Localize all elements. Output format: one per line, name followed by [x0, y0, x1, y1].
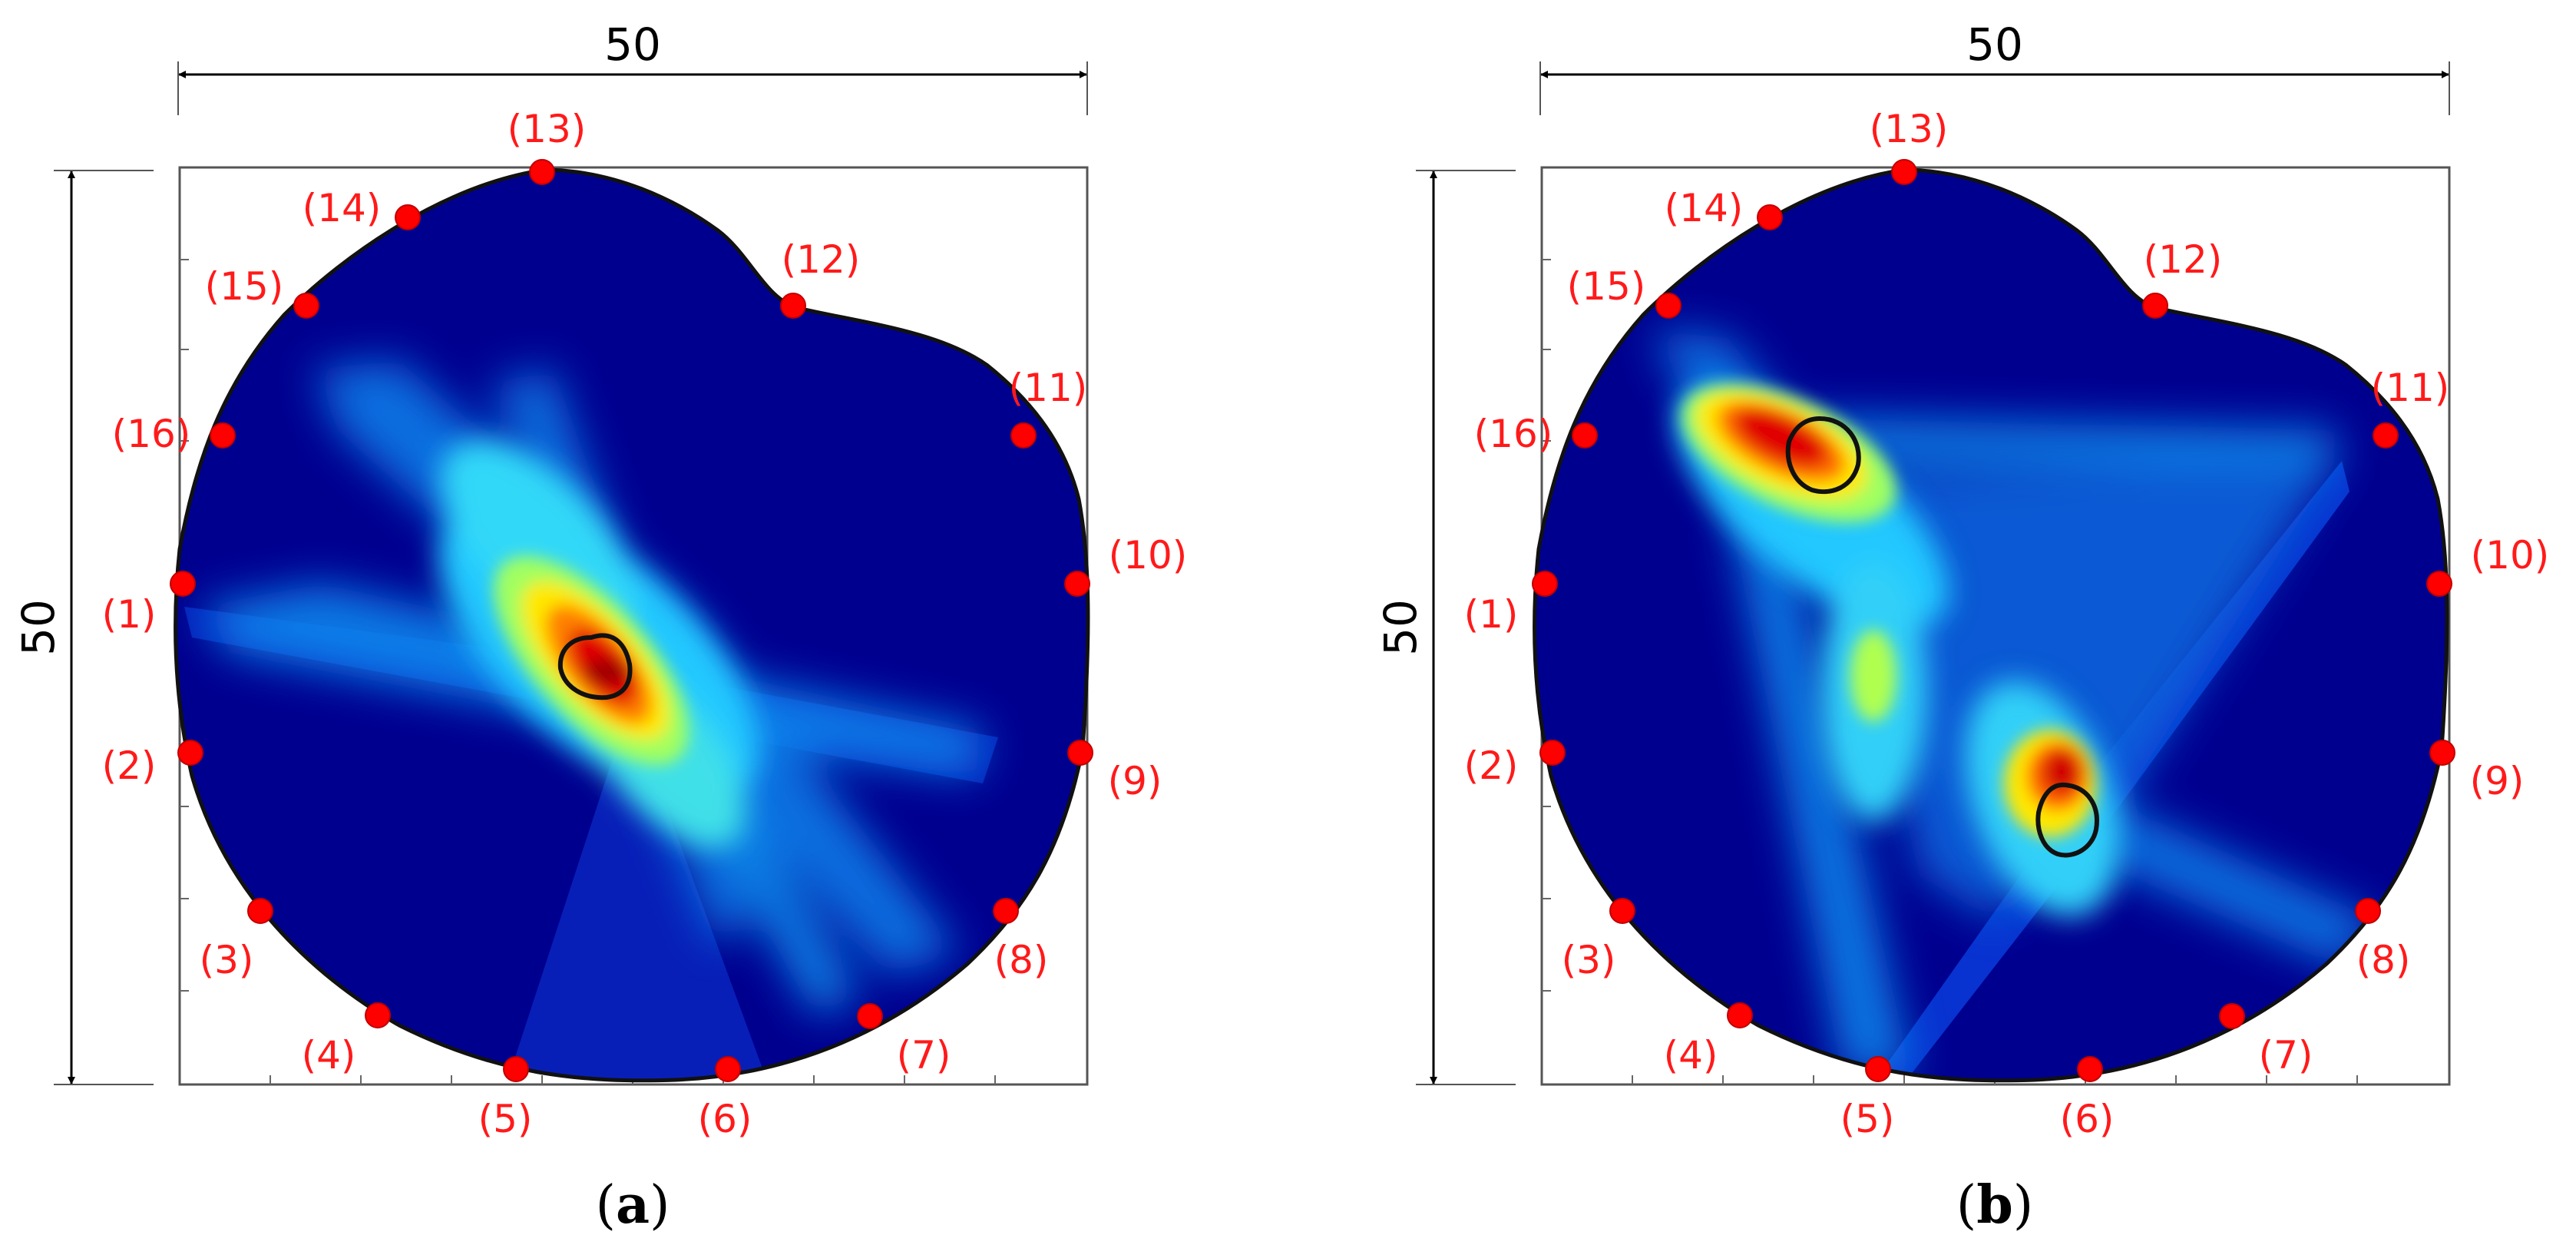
sensor-6 [715, 1056, 741, 1082]
sensor-1 [170, 571, 196, 597]
caption-b: (b) [1956, 1174, 2034, 1236]
height-label: 50 [1374, 599, 1427, 656]
sensor-11 [1010, 422, 1037, 449]
sensor-14 [1757, 204, 1783, 230]
sensor-label-7: (7) [897, 1033, 951, 1078]
sensor-label-15: (15) [205, 264, 284, 309]
sensor-12 [2142, 293, 2168, 319]
width-label: 50 [1966, 18, 2023, 71]
sensor-6 [2077, 1056, 2103, 1082]
sensor-7 [857, 1003, 883, 1029]
sensor-16 [1572, 422, 1598, 449]
sensor-label-15: (15) [1567, 264, 1646, 309]
sensor-label-9: (9) [1108, 759, 1162, 803]
sensor-12 [780, 293, 806, 319]
sensor-3 [247, 898, 273, 924]
width-label: 50 [604, 18, 661, 71]
defect-outline-1 [1785, 416, 1861, 495]
sensor-5 [503, 1056, 529, 1082]
sensor-label-9: (9) [2470, 759, 2525, 803]
sensor-label-16: (16) [1474, 412, 1553, 456]
sensor-label-7: (7) [2259, 1033, 2313, 1078]
sensor-markers [170, 159, 1093, 1082]
sensor-label-2: (2) [1464, 743, 1519, 788]
sensor-label-3: (3) [200, 938, 254, 982]
caption-a: (a) [595, 1174, 670, 1236]
sensor-label-5: (5) [478, 1097, 533, 1141]
sensor-label-4: (4) [1664, 1033, 1718, 1078]
specimen-outline [1533, 167, 2449, 1083]
sensor-label-10: (10) [2471, 533, 2550, 578]
sensor-label-8: (8) [2356, 938, 2411, 982]
sensor-2 [177, 740, 203, 766]
defect-outline [557, 633, 633, 700]
defect-outline-2 [2035, 782, 2099, 858]
sensor-10 [1064, 571, 1090, 597]
sensor-label-14: (14) [303, 186, 382, 230]
sensor-8 [2355, 898, 2381, 924]
sensor-9 [2429, 740, 2455, 766]
sensor-label-5: (5) [1840, 1097, 1895, 1141]
sensor-3 [1609, 898, 1635, 924]
panel-b: 50 50 [1374, 18, 2549, 1236]
sensor-label-8: (8) [994, 938, 1049, 982]
sensor-label-6: (6) [698, 1097, 752, 1141]
panel-a: 50 50 [12, 18, 1187, 1236]
sensor-1 [1532, 571, 1558, 597]
sensor-label-2: (2) [102, 743, 157, 788]
sensor-label-14: (14) [1665, 186, 1744, 230]
sensor-label-6: (6) [2060, 1097, 2115, 1141]
sensor-label-10: (10) [1109, 533, 1188, 578]
sensor-15 [293, 293, 319, 319]
sensor-label-16: (16) [112, 412, 191, 456]
sensor-13 [529, 159, 555, 185]
sensor-label-3: (3) [1562, 938, 1616, 982]
sensor-labels: (1) (2) (3) (4) (5) (6) (7) (8) (9) (10)… [102, 107, 1188, 1141]
sensor-2 [1539, 740, 1566, 766]
sensor-10 [2426, 571, 2452, 597]
sensor-7 [2219, 1003, 2245, 1029]
sensor-labels: (1) (2) (3) (4) (5) (6) (7) (8) (9) (10)… [1464, 107, 2550, 1141]
sensor-14 [395, 204, 421, 230]
sensor-5 [1865, 1056, 1891, 1082]
sensor-label-1: (1) [1464, 592, 1519, 637]
sensor-11 [2373, 422, 2399, 449]
specimen-outline [174, 167, 1090, 1083]
damage-heatmap [175, 170, 1088, 1081]
height-label: 50 [12, 599, 64, 656]
sensor-15 [1655, 293, 1682, 319]
sensor-label-11: (11) [2371, 366, 2450, 410]
sensor-13 [1891, 159, 1917, 185]
sensor-9 [1067, 740, 1093, 766]
sensor-label-4: (4) [302, 1033, 356, 1078]
sensor-label-1: (1) [102, 592, 157, 637]
sensor-label-12: (12) [782, 237, 861, 282]
sensor-8 [993, 898, 1019, 924]
sensor-16 [210, 422, 236, 449]
sensor-4 [365, 1002, 391, 1028]
sensor-4 [1727, 1002, 1753, 1028]
sensor-label-13: (13) [508, 107, 587, 151]
sensor-label-13: (13) [1870, 107, 1949, 151]
sensor-label-11: (11) [1009, 366, 1088, 410]
sensor-markers [1532, 159, 2455, 1082]
sensor-label-12: (12) [2144, 237, 2223, 282]
